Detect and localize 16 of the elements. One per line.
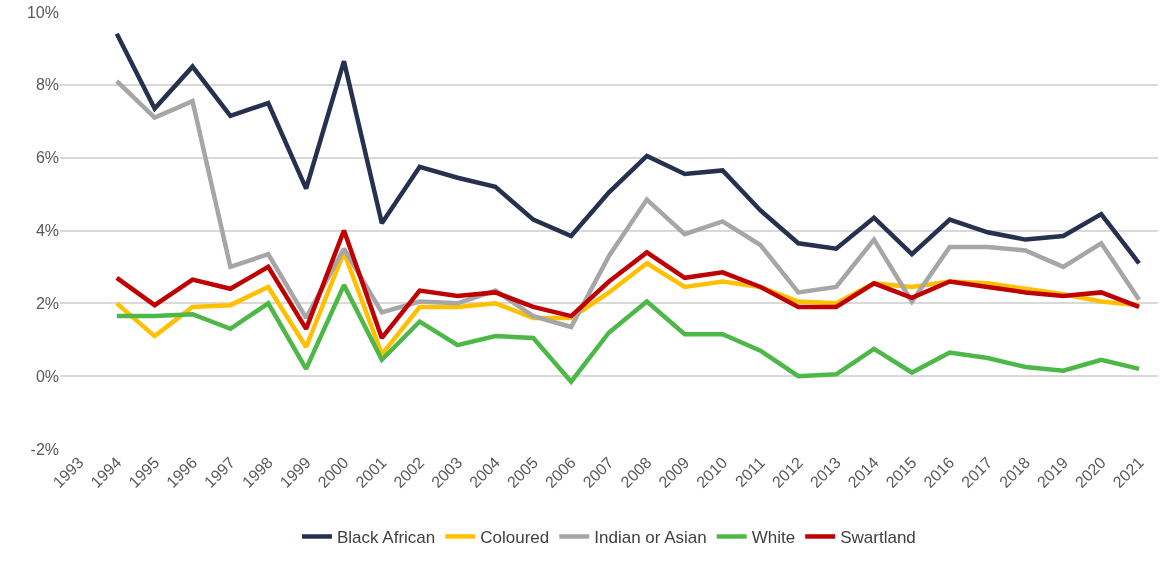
- line-series: [114, 282, 1142, 384]
- line-series: [114, 78, 1142, 330]
- y-tick-label: 6%: [35, 149, 59, 167]
- legend-label: Coloured: [480, 528, 550, 548]
- legend-label: Black African: [337, 528, 436, 548]
- y-tick-label: 8%: [35, 76, 59, 94]
- line-series: [114, 228, 1142, 341]
- y-tick-label: 4%: [35, 222, 59, 240]
- legend-label: Swartland: [840, 528, 916, 548]
- y-tick-label: -2%: [30, 440, 59, 458]
- legend-label: Indian or Asian: [594, 528, 707, 548]
- legend-label: White: [751, 528, 796, 548]
- y-tick-label: 10%: [26, 3, 59, 21]
- y-tick-label: 0%: [35, 367, 59, 385]
- line-series: [114, 31, 1142, 266]
- y-tick-label: 2%: [35, 294, 59, 312]
